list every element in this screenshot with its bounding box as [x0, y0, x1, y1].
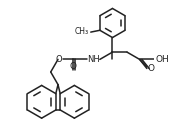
Text: OH: OH: [155, 55, 169, 64]
Text: O: O: [56, 55, 62, 64]
Text: NH: NH: [87, 55, 100, 64]
Text: O: O: [70, 62, 77, 71]
Text: O: O: [148, 64, 155, 73]
Text: CH₃: CH₃: [75, 27, 89, 36]
